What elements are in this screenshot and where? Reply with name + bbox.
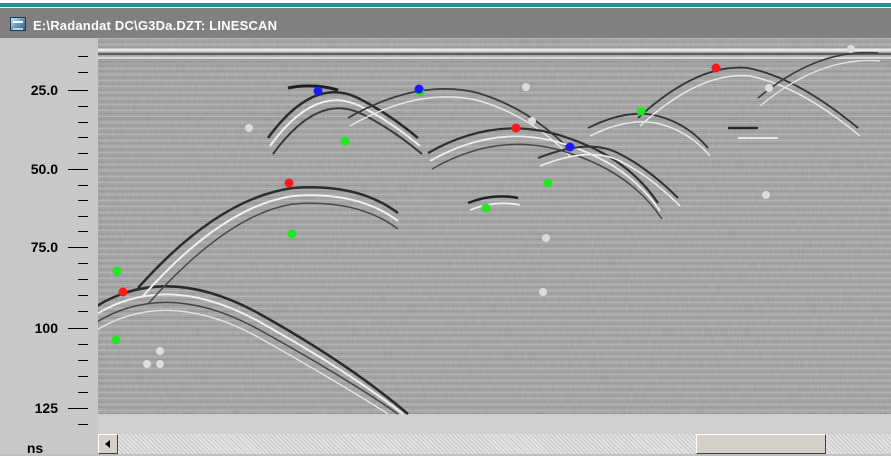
gray-target-marker[interactable] [245, 124, 253, 132]
depth-label-50: 50.0 [30, 161, 58, 177]
blue-target-marker[interactable] [414, 84, 424, 94]
scan-bottom-band [98, 414, 891, 434]
green-target-marker[interactable] [111, 335, 121, 345]
window-frame-accent [0, 3, 891, 7]
minor-tick [78, 153, 88, 154]
depth-unit-label: ns [26, 440, 44, 456]
depth-label-25: 25.0 [30, 82, 58, 98]
green-target-marker[interactable] [287, 229, 297, 239]
gray-target-marker[interactable] [539, 288, 547, 296]
green-target-marker[interactable] [481, 203, 491, 213]
green-target-marker[interactable] [636, 106, 646, 116]
window-title: E:\Radandat DC\G3Da.DZT: LINESCAN [33, 18, 278, 33]
minor-tick [78, 72, 88, 73]
surface-reflections [98, 48, 891, 119]
gray-target-marker[interactable] [762, 191, 770, 199]
linescan-view[interactable] [98, 38, 891, 434]
window-titlebar[interactable]: E:\Radandat DC\G3Da.DZT: LINESCAN [0, 8, 891, 39]
minor-tick [78, 137, 88, 138]
minor-tick [78, 185, 88, 186]
minor-tick [78, 200, 88, 201]
major-tick [68, 408, 88, 409]
gray-target-marker[interactable] [542, 234, 550, 242]
red-target-marker[interactable] [284, 178, 294, 188]
minor-tick [78, 424, 88, 425]
radargram-canvas[interactable] [98, 38, 891, 434]
radan-scan-icon[interactable] [10, 17, 26, 31]
gray-target-marker[interactable] [847, 45, 855, 53]
horizontal-scrollbar[interactable] [98, 434, 891, 454]
minor-tick [78, 295, 88, 296]
blue-target-marker[interactable] [565, 142, 575, 152]
window-top-strip [0, 0, 891, 8]
red-target-marker[interactable] [118, 287, 128, 297]
depth-label-75: 75.0 [30, 239, 58, 255]
picked-targets[interactable] [111, 45, 856, 368]
gray-target-marker[interactable] [156, 360, 164, 368]
gray-target-marker[interactable] [156, 347, 164, 355]
minor-tick [78, 56, 88, 57]
minor-tick [78, 311, 88, 312]
major-tick [68, 90, 88, 91]
green-target-marker[interactable] [112, 266, 122, 276]
minor-tick [78, 279, 88, 280]
major-tick [68, 169, 88, 170]
depth-label-125: 125 [34, 400, 58, 416]
blue-target-marker[interactable] [313, 86, 323, 96]
depth-label-100: 100 [34, 320, 58, 336]
green-target-marker[interactable] [340, 136, 350, 146]
red-target-marker[interactable] [711, 63, 721, 73]
minor-tick [78, 122, 88, 123]
minor-tick [78, 360, 88, 361]
scan-noise [98, 38, 891, 434]
minor-tick [78, 344, 88, 345]
minor-tick [78, 392, 88, 393]
major-tick [68, 247, 88, 248]
arrow-left-icon [105, 440, 110, 448]
red-target-marker[interactable] [511, 123, 521, 133]
minor-tick [78, 106, 88, 107]
minor-tick [78, 263, 88, 264]
scroll-thumb[interactable] [696, 434, 826, 454]
gray-target-marker[interactable] [522, 83, 530, 91]
scroll-left-button[interactable] [98, 434, 118, 454]
major-tick [68, 328, 88, 329]
minor-tick [78, 231, 88, 232]
minor-tick [78, 216, 88, 217]
green-target-marker[interactable] [543, 178, 553, 188]
gray-target-marker[interactable] [765, 84, 773, 92]
hyperbola-reflections [98, 51, 881, 415]
minor-tick [78, 376, 88, 377]
depth-axis: 25.0 50.0 75.0 100 125 ns [0, 38, 98, 456]
gray-target-marker[interactable] [528, 117, 536, 125]
gray-target-marker[interactable] [143, 360, 151, 368]
